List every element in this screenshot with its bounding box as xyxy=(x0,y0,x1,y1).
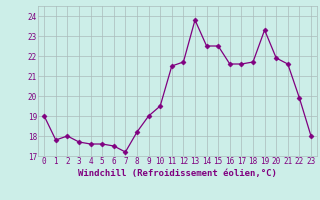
X-axis label: Windchill (Refroidissement éolien,°C): Windchill (Refroidissement éolien,°C) xyxy=(78,169,277,178)
